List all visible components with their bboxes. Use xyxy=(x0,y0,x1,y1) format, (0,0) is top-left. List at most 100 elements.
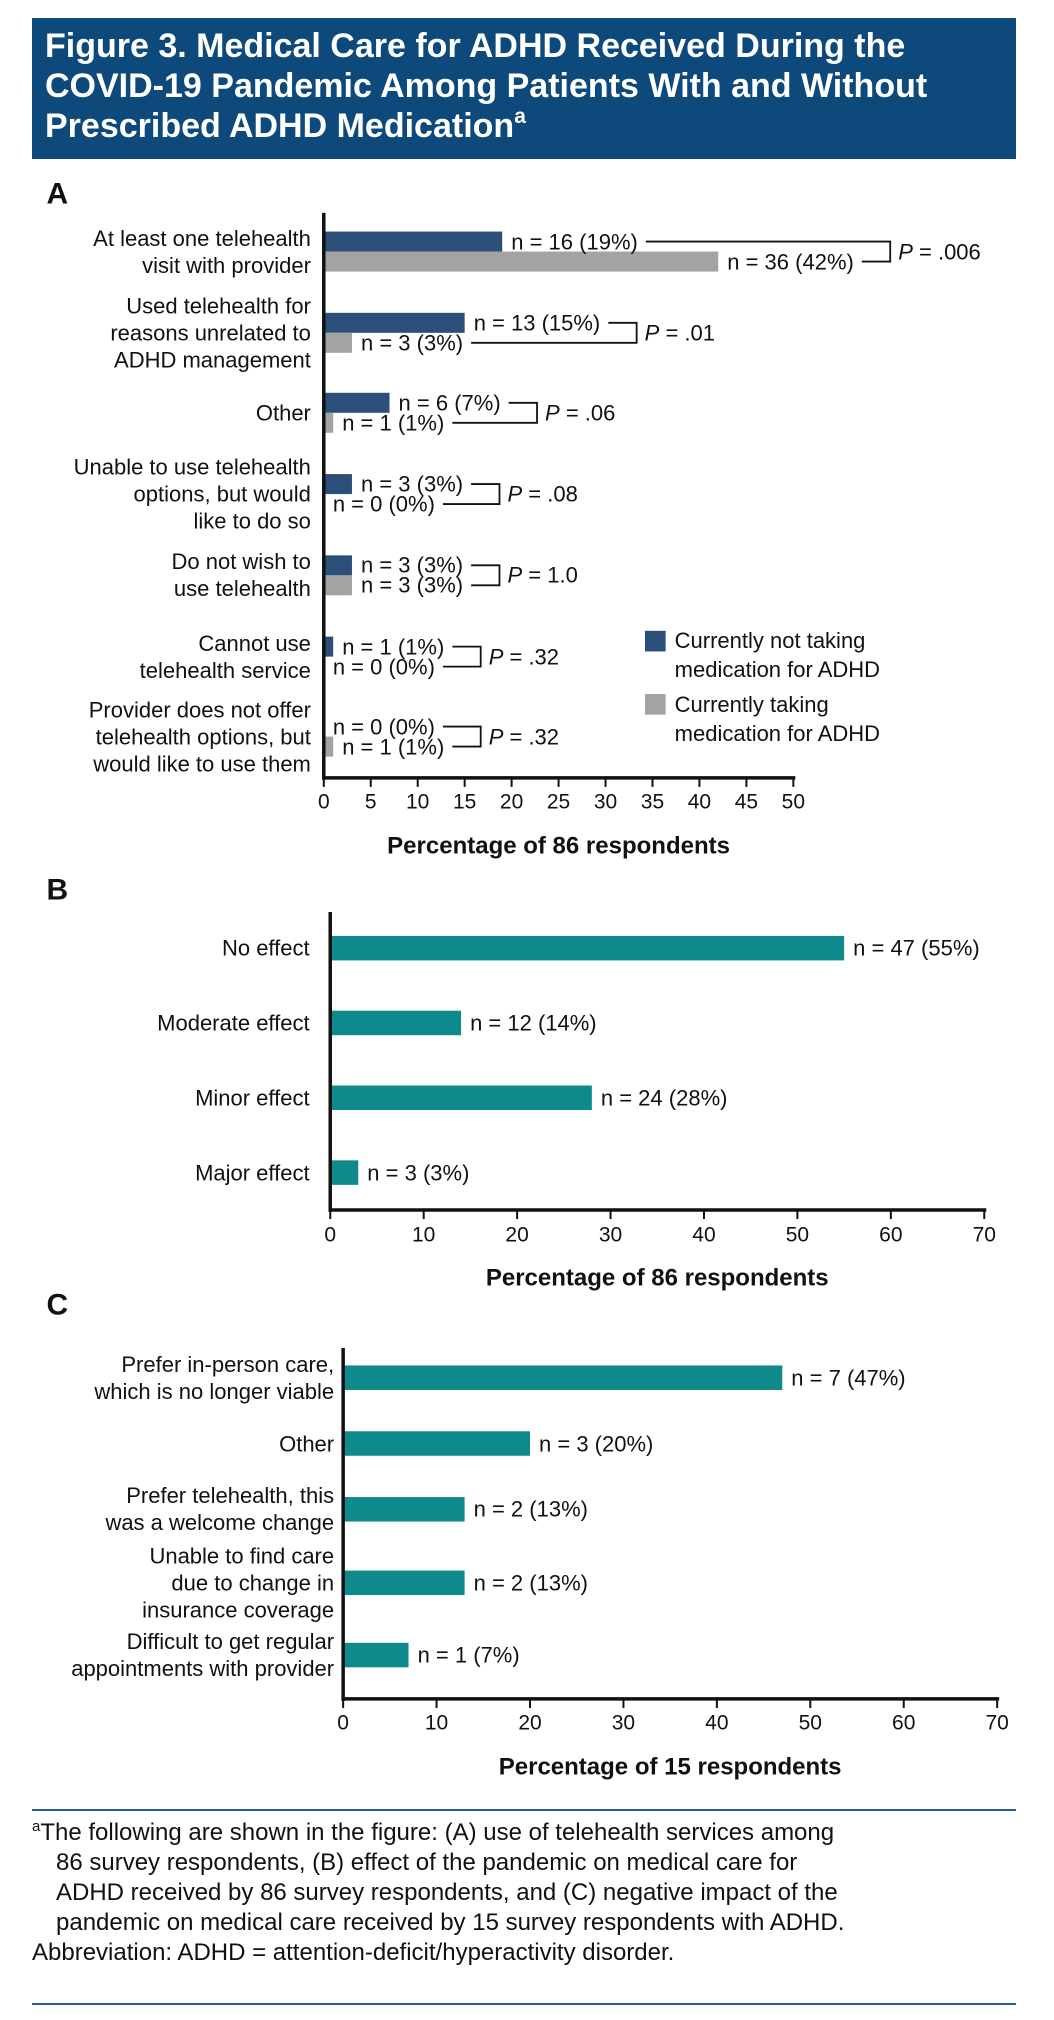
x-tick-label: 70 xyxy=(985,1711,1009,1735)
category-label: Cannot use telehealth service xyxy=(139,630,311,683)
x-tick-label: 50 xyxy=(781,790,806,814)
x-tick-label: 0 xyxy=(337,1711,349,1735)
p-value: P = 1.0 xyxy=(507,562,578,588)
x-tick-label: 25 xyxy=(546,790,571,814)
bracket xyxy=(471,564,501,587)
value-label: n = 47 (55%) xyxy=(853,935,980,961)
footnote-rule xyxy=(32,1809,1016,1811)
value-label: n = 1 (1%) xyxy=(342,410,445,436)
x-tick-label: 10 xyxy=(411,1223,436,1247)
bar xyxy=(323,332,352,353)
p-value: P = .08 xyxy=(507,481,578,507)
bar xyxy=(330,1085,592,1111)
value-label: n = 0 (0%) xyxy=(332,714,435,740)
bar xyxy=(323,636,334,657)
title-text: Figure 3. Medical Care for ADHD Received… xyxy=(45,27,928,145)
legend-swatch xyxy=(645,630,666,652)
category-label: Difficult to get regular appointments wi… xyxy=(71,1629,335,1682)
value-label: n = 12 (14%) xyxy=(470,1010,597,1036)
x-tick-label: 20 xyxy=(518,1711,542,1735)
category-label: Other xyxy=(279,1431,335,1456)
value-label: n = 2 (13%) xyxy=(473,1570,588,1596)
bar xyxy=(343,1570,465,1596)
x-tick-label: 40 xyxy=(687,790,712,814)
legend-label: Currently not taking medication for ADHD xyxy=(674,628,881,683)
footnote: aThe following are shown in the figure: … xyxy=(32,1818,1052,1968)
x-tick-label: 15 xyxy=(452,790,477,814)
abbreviation: Abbreviation: ADHD = attention-deficit/h… xyxy=(32,1939,675,1966)
bar xyxy=(323,412,334,433)
value-label: n = 1 (7%) xyxy=(417,1642,520,1668)
value-label: n = 24 (28%) xyxy=(600,1085,728,1111)
p-value: P = .32 xyxy=(488,644,560,670)
x-tick-label: 20 xyxy=(499,790,524,814)
p-value: P = .32 xyxy=(488,724,560,750)
header: Figure 3. Medical Care for ADHD Received… xyxy=(32,18,1016,159)
value-label: n = 3 (20%) xyxy=(539,1431,654,1456)
value-label: n = 7 (47%) xyxy=(791,1365,906,1391)
category-label: Used telehealth for reasons unrelated to… xyxy=(110,293,311,373)
bar xyxy=(330,1160,359,1185)
x-tick-label: 50 xyxy=(798,1711,822,1735)
bracket xyxy=(442,483,501,505)
category-label: Prefer telehealth, this was a welcome ch… xyxy=(105,1483,335,1536)
category-label: Moderate effect xyxy=(157,1010,310,1036)
title: Figure 3. Medical Care for ADHD Received… xyxy=(45,26,927,146)
value-label: n = 36 (42%) xyxy=(727,249,854,275)
x-tick-label: 10 xyxy=(406,790,430,814)
category-label: Provider does not offer telehealth optio… xyxy=(88,697,311,777)
bracket xyxy=(442,645,482,668)
bar xyxy=(343,1642,409,1668)
category-label: Prefer in-person care, which is no longe… xyxy=(94,1351,335,1404)
bar xyxy=(323,312,465,333)
x-axis-label: Percentage of 86 respondents xyxy=(485,1264,829,1292)
bar xyxy=(330,935,845,961)
bar xyxy=(323,474,352,495)
value-label: n = 16 (19%) xyxy=(511,229,638,255)
x-tick-label: 30 xyxy=(598,1223,623,1247)
value-label: n = 3 (3%) xyxy=(360,552,464,578)
x-tick-label: 70 xyxy=(972,1223,996,1247)
value-label: n = 1 (1%) xyxy=(342,734,445,760)
x-tick-label: 40 xyxy=(705,1711,729,1735)
panel-label: C xyxy=(46,1288,69,1322)
x-tick-label: 0 xyxy=(317,790,330,814)
bracket xyxy=(645,240,892,263)
value-label: n = 0 (0%) xyxy=(332,654,435,680)
x-tick-label: 35 xyxy=(640,790,665,814)
x-tick-label: 60 xyxy=(892,1711,916,1735)
x-tick-label: 5 xyxy=(364,790,377,814)
footnote-text: aThe following are shown in the figure: … xyxy=(32,1818,1052,1938)
p-value: P = .06 xyxy=(545,400,616,426)
x-tick-label: 60 xyxy=(879,1223,903,1247)
footnote-mark: a xyxy=(32,1818,41,1835)
bar xyxy=(323,231,503,252)
value-label: n = 13 (15%) xyxy=(473,310,601,336)
x-tick-label: 40 xyxy=(692,1223,716,1247)
p-value: P = .01 xyxy=(644,320,715,346)
value-label: n = 3 (3%) xyxy=(360,330,464,356)
category-label: At least one telehealth visit with provi… xyxy=(93,225,311,278)
category-label: Other xyxy=(255,400,311,426)
bar xyxy=(323,575,352,596)
value-label: n = 3 (3%) xyxy=(360,572,464,598)
value-label: n = 3 (3%) xyxy=(367,1160,470,1186)
value-label: n = 6 (7%) xyxy=(398,390,501,416)
value-label: n = 0 (0%) xyxy=(332,491,435,517)
bar xyxy=(343,1365,783,1390)
bracket xyxy=(471,321,638,344)
bracket xyxy=(452,401,538,424)
title-footnote-mark: a xyxy=(514,105,526,128)
x-tick-label: 0 xyxy=(324,1223,337,1247)
category-label: Major effect xyxy=(195,1160,310,1186)
category-label: Minor effect xyxy=(195,1085,310,1111)
panel-label: B xyxy=(46,873,69,907)
x-tick-label: 20 xyxy=(505,1223,529,1247)
footnote-rule xyxy=(32,2003,1016,2005)
x-tick-label: 30 xyxy=(593,790,618,814)
bar xyxy=(343,1431,531,1456)
value-label: n = 3 (3%) xyxy=(360,471,464,497)
x-tick-label: 30 xyxy=(611,1711,636,1735)
